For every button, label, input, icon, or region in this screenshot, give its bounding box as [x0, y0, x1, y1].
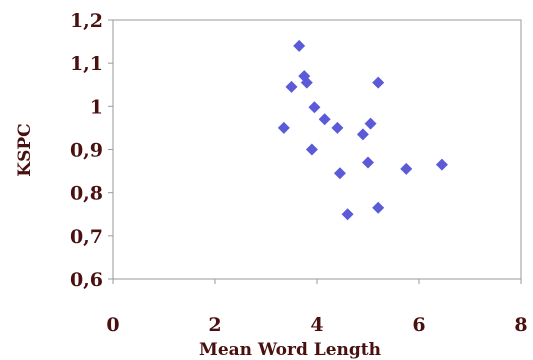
- data-point: [305, 143, 318, 156]
- x-axis-ticks: 0 2 4 6 8: [106, 279, 528, 336]
- x-axis-title: Mean Word Length: [199, 340, 381, 360]
- data-point: [300, 76, 313, 89]
- y-tick-label: 0,6: [70, 269, 103, 291]
- data-point: [372, 201, 385, 214]
- y-tick-label: 1,2: [70, 10, 103, 32]
- data-point: [364, 117, 377, 130]
- data-point: [285, 80, 298, 93]
- y-axis-title: KSPC: [15, 123, 35, 176]
- data-point: [308, 101, 321, 114]
- data-point: [333, 167, 346, 180]
- y-axis-ticks: 0,6 0,7 0,8 0,9 1 1,1 1,2: [70, 10, 113, 291]
- data-point: [372, 76, 385, 89]
- data-point: [293, 39, 306, 52]
- data-point: [331, 121, 344, 134]
- y-tick-label: 0,9: [70, 140, 103, 162]
- data-point: [318, 113, 331, 126]
- y-tick-label: 1,1: [70, 53, 103, 75]
- x-tick-label: 0: [106, 314, 119, 336]
- data-point: [356, 128, 369, 141]
- data-point: [341, 208, 354, 221]
- data-point: [277, 121, 290, 134]
- y-tick-label: 1: [90, 96, 103, 118]
- x-tick-label: 8: [514, 314, 527, 336]
- x-tick-label: 2: [208, 314, 221, 336]
- data-point: [435, 158, 448, 171]
- x-tick-label: 4: [310, 314, 323, 336]
- x-tick-label: 6: [412, 314, 425, 336]
- y-tick-label: 0,7: [70, 226, 103, 248]
- y-tick-label: 0,8: [70, 183, 103, 205]
- data-point: [400, 162, 413, 175]
- data-point: [362, 156, 374, 169]
- data-points: [277, 39, 448, 221]
